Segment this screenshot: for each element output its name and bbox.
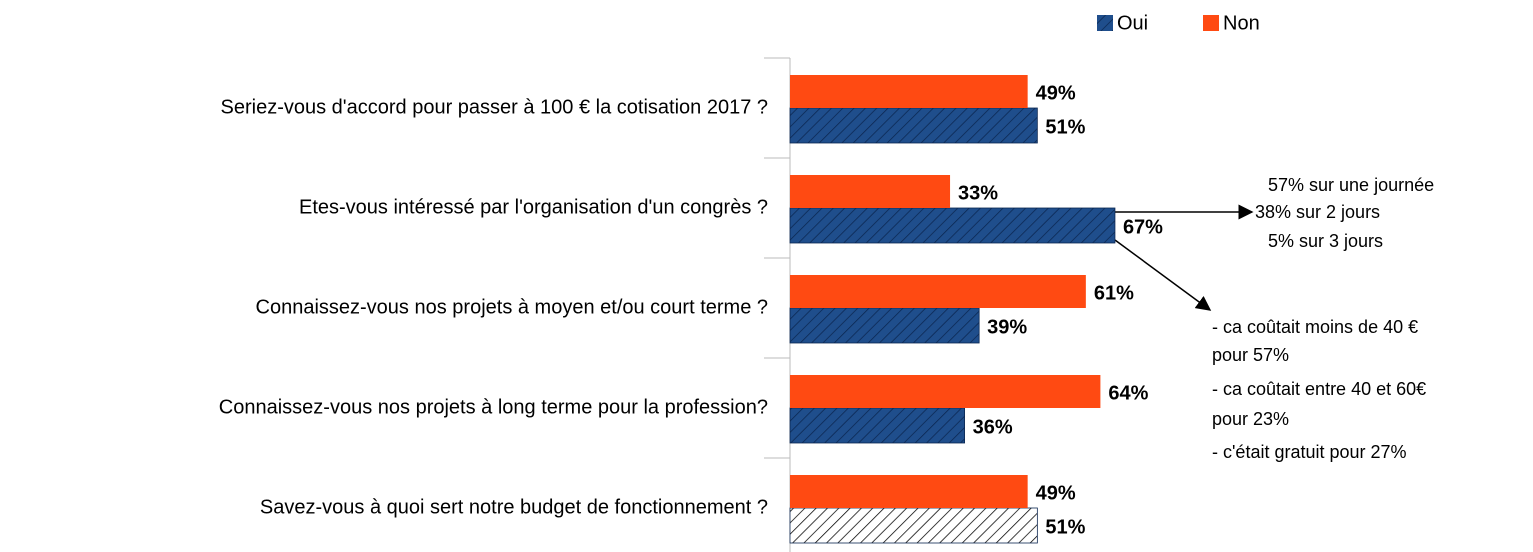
annotation: 57% sur une journée [1268,175,1434,195]
legend-swatch [1203,15,1219,31]
bar [789,407,966,444]
value-label: 36% [973,416,1013,438]
bar [789,307,980,344]
annotation: pour 57% [1212,345,1289,365]
category-label: Savez-vous à quoi sert notre budget de f… [260,496,768,518]
legend-swatch [1097,15,1113,31]
annotation: 38% sur 2 jours [1255,202,1380,222]
value-label: 64% [1108,382,1148,404]
value-label: 39% [987,316,1027,338]
value-label: 49% [1036,482,1076,504]
bar [790,175,951,208]
bar [790,75,1028,108]
bar [790,375,1101,408]
annotation: - c'était gratuit pour 27% [1212,442,1407,462]
value-label: 61% [1094,282,1134,304]
annotation: - ca coûtait moins de 40 € [1212,317,1418,337]
legend-label: Non [1223,12,1260,34]
legend-label: Oui [1117,12,1148,34]
value-label: 51% [1045,516,1085,538]
category-label: Etes-vous intéressé par l'organisation d… [299,196,768,218]
arrow [1114,239,1212,311]
value-label: 49% [1036,82,1076,104]
category-label: Connaissez-vous nos projets à long terme… [219,396,768,418]
bar [789,107,1038,144]
category-label: Connaissez-vous nos projets à moyen et/o… [256,296,768,318]
value-label: 67% [1123,216,1163,238]
annotation: 5% sur 3 jours [1268,231,1383,251]
bar [789,507,1038,544]
value-label: 33% [958,182,998,204]
value-label: 51% [1045,116,1085,138]
bar [790,275,1086,308]
annotation: pour 23% [1212,409,1289,429]
annotation: - ca coûtait entre 40 et 60€ [1212,379,1426,399]
category-label: Seriez-vous d'accord pour passer à 100 €… [221,96,768,118]
bar [790,475,1028,508]
bar [789,207,1116,244]
